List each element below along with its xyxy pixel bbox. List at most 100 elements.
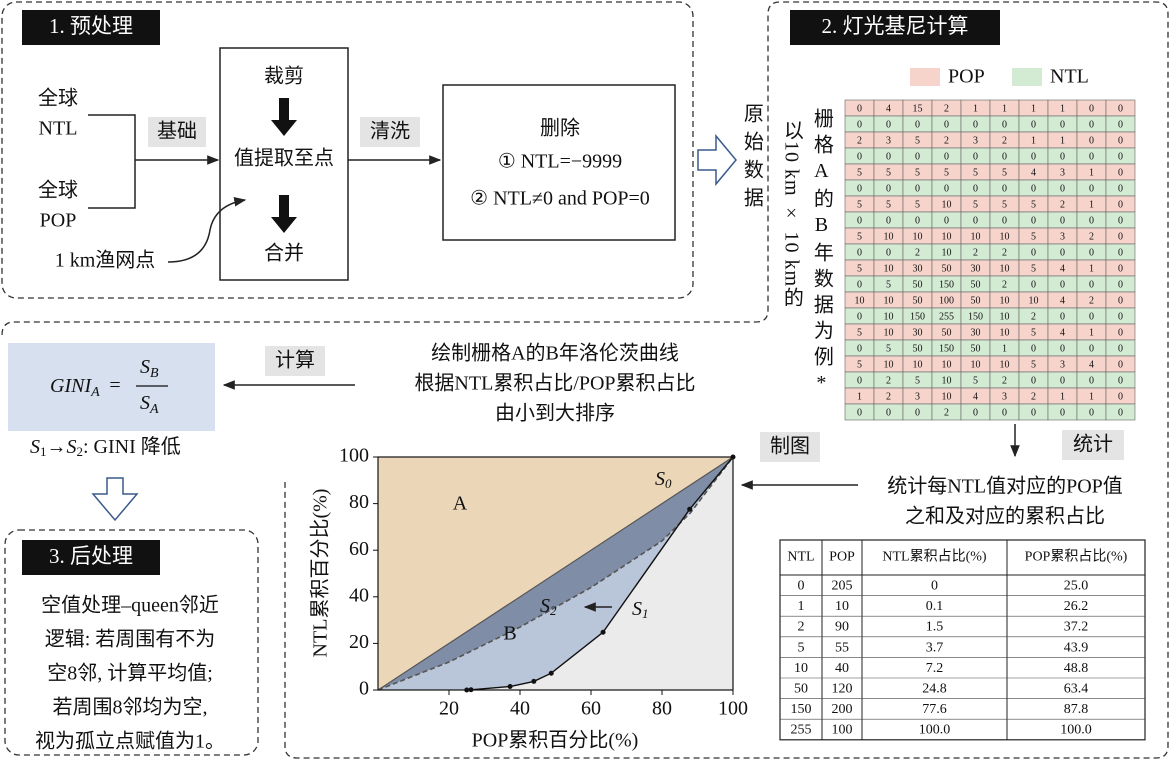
grid-value: 4 xyxy=(886,103,891,114)
grid-value: 0 xyxy=(886,151,891,162)
grid-value: 5 xyxy=(1031,199,1036,210)
grid-value: 0 xyxy=(915,119,920,130)
x-tick-label: 100 xyxy=(718,698,748,720)
grid-value: 0 xyxy=(1031,343,1036,354)
title-bg xyxy=(22,10,160,45)
grid-value: 2 xyxy=(973,247,978,258)
grid-value: 1 xyxy=(1002,103,1007,114)
grid-value: 5 xyxy=(886,343,891,354)
grid-value: 2 xyxy=(886,391,891,402)
grid-value: 1 xyxy=(1031,135,1036,146)
grid-value: 5 xyxy=(857,327,862,338)
grid-value: 10 xyxy=(971,359,981,370)
grid-value: 0 xyxy=(1031,183,1036,194)
table-cell: 205 xyxy=(832,579,853,594)
grid-value: 5 xyxy=(1002,167,1007,178)
grid-value: 0 xyxy=(1060,215,1065,226)
grid-value: 0 xyxy=(1002,119,1007,130)
grid-value: 0 xyxy=(857,311,862,322)
grid-value: 150 xyxy=(910,311,925,322)
grid-value: 10 xyxy=(942,375,952,386)
grid-value: 0 xyxy=(1060,343,1065,354)
grid-value: 0 xyxy=(944,151,949,162)
equality-line xyxy=(377,456,734,691)
grid-value: 0 xyxy=(1002,151,1007,162)
grid-value: 0 xyxy=(1118,343,1123,354)
grid-value: 10 xyxy=(913,359,923,370)
grid-value: 0 xyxy=(1118,263,1123,274)
stat-table: NTL POP NTL累积占比(%) POP累积占比(%)0 205 0 25.01 10 0.… xyxy=(779,539,1146,741)
table-cell: 255 xyxy=(791,723,812,738)
grid-value: 0 xyxy=(1118,135,1123,146)
grid-value: 10 xyxy=(884,231,894,242)
grid-value: 0 xyxy=(1060,119,1065,130)
hollow-arrow xyxy=(697,133,737,187)
grid-value: 150 xyxy=(968,311,983,322)
curve-s2 xyxy=(377,456,734,691)
grid-value: 2 xyxy=(944,407,949,418)
y-axis-title: NTL累积百分比(%) xyxy=(309,489,332,658)
edge-label: 计算 xyxy=(275,349,315,372)
grid-value: 2 xyxy=(944,135,949,146)
legend-swatch xyxy=(1012,68,1042,86)
table-cell: 5 xyxy=(798,640,805,655)
grid-value: 1 xyxy=(1089,391,1094,402)
grid-value: 0 xyxy=(1089,279,1094,290)
grid-value: 10 xyxy=(942,391,952,402)
table-cell: 63.4 xyxy=(1064,682,1089,697)
edge-label: 统计 xyxy=(1073,433,1113,456)
formula: SB xyxy=(140,356,159,382)
grid-value: 4 xyxy=(1031,167,1036,178)
y-tick-label: 60 xyxy=(349,538,369,560)
grid-value: 5 xyxy=(1031,231,1036,242)
curve-label-main: S xyxy=(540,595,550,617)
formula: = xyxy=(109,375,120,397)
table-cell: 2 xyxy=(798,620,805,635)
grid-value: 0 xyxy=(973,183,978,194)
grid-value: 0 xyxy=(1002,215,1007,226)
down-arrow xyxy=(271,195,297,233)
process-box xyxy=(219,47,349,281)
grid-value: 0 xyxy=(1118,103,1123,114)
lorenz-point xyxy=(548,670,554,676)
table-cell: 25.0 xyxy=(1064,579,1089,594)
edge-tag xyxy=(360,117,420,147)
grid-value: 4 xyxy=(1060,295,1065,306)
grid-value: 0 xyxy=(886,215,891,226)
grid-value: 50 xyxy=(913,343,923,354)
grid-value: 0 xyxy=(1118,295,1123,306)
fishnet: 1 km渔网点 xyxy=(55,249,156,272)
grid-value: 0 xyxy=(1089,215,1094,226)
grid-value: 0 xyxy=(1031,407,1036,418)
table-cell: 100.0 xyxy=(919,723,951,738)
grid-value: 4 xyxy=(1060,327,1065,338)
grid-value: 0 xyxy=(1060,151,1065,162)
grid-value: 0 xyxy=(1031,119,1036,130)
grid-value: 1 xyxy=(1060,391,1065,402)
grid-value: 0 xyxy=(1118,215,1123,226)
grid-value: 10 xyxy=(1000,311,1010,322)
grid-value: 3 xyxy=(1060,359,1065,370)
title-bg xyxy=(22,540,160,575)
grid-value: 5 xyxy=(886,279,891,290)
grid-value: 10 xyxy=(1000,231,1010,242)
table-header: POP累积占比(%) xyxy=(1025,549,1128,565)
stat-text: 之和及对应的累积占比 xyxy=(905,505,1105,528)
grid-value: 0 xyxy=(973,215,978,226)
grid-value: 5 xyxy=(973,199,978,210)
grid-value: 0 xyxy=(1089,119,1094,130)
grid-value: 1 xyxy=(1060,103,1065,114)
grid-value: 3 xyxy=(915,391,920,402)
table-cell: 87.8 xyxy=(1064,702,1089,717)
grid-value: 5 xyxy=(857,199,862,210)
legend-label: POP xyxy=(948,66,985,88)
grid-value: 0 xyxy=(1089,103,1094,114)
formula: GINIA xyxy=(50,375,100,401)
grid-value: 50 xyxy=(913,279,923,290)
grid-value: 5 xyxy=(886,199,891,210)
grid-value: 2 xyxy=(1060,199,1065,210)
input: 全球 xyxy=(38,87,78,110)
grid-value: 0 xyxy=(944,119,949,130)
